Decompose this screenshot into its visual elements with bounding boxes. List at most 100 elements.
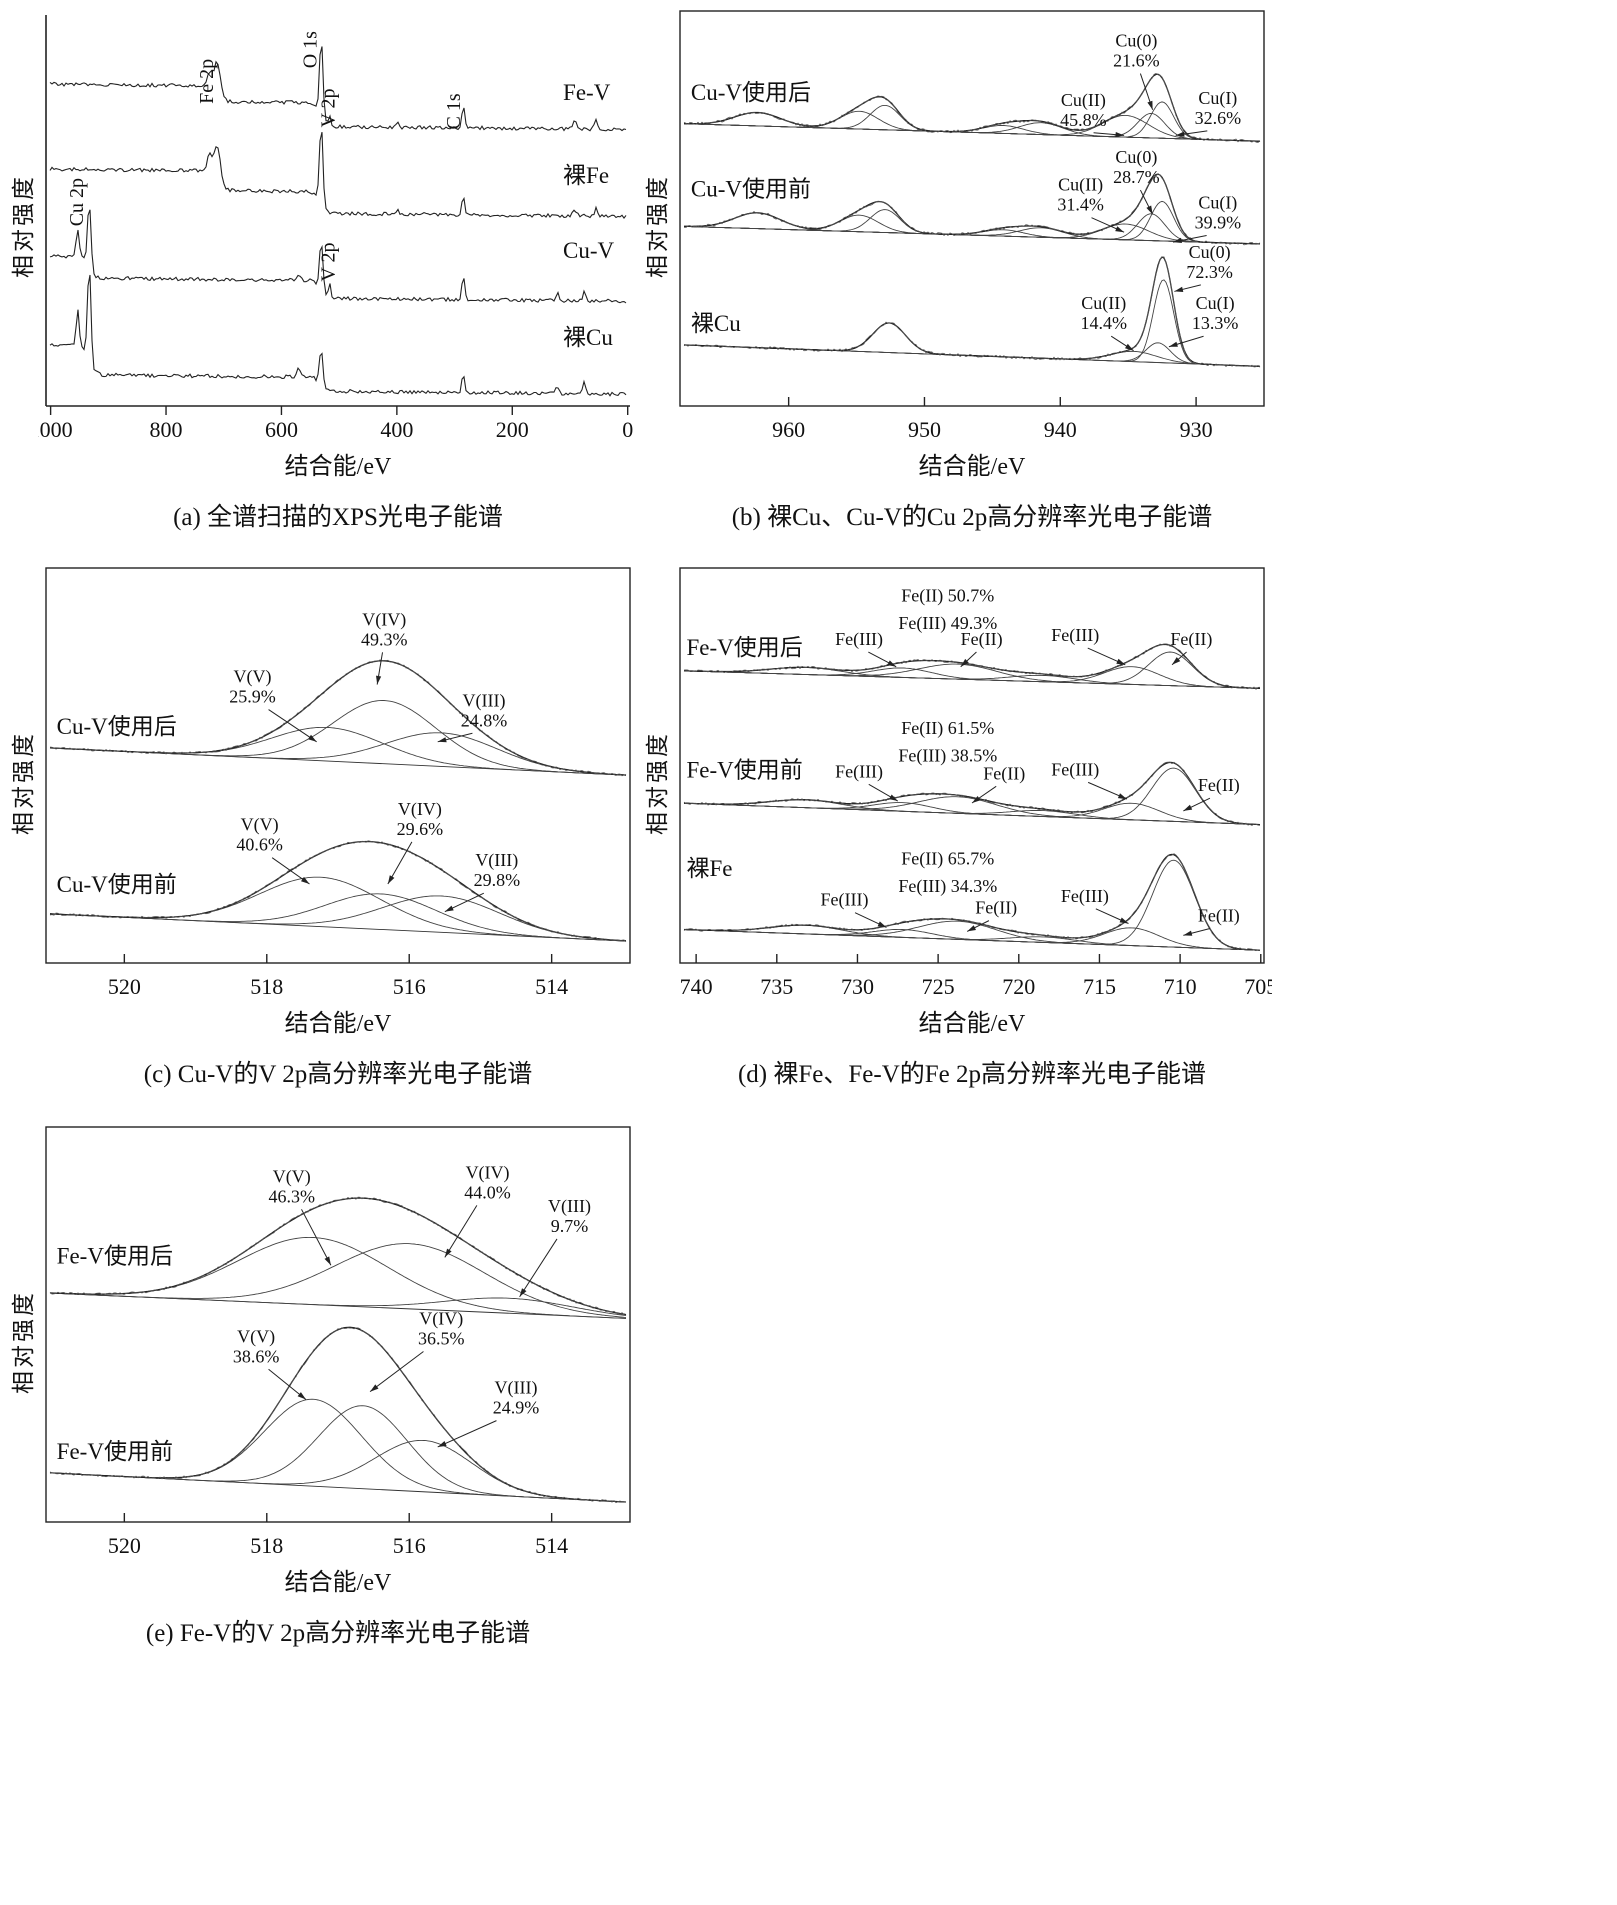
panel-e-caption: (e) Fe-V的V 2p高分辨率光电子能谱: [145, 1620, 531, 1647]
trace-label: 裸Fe: [563, 163, 609, 188]
raw-spectrum-curve: [683, 73, 1261, 143]
tick-label: 800: [150, 417, 183, 442]
leader-arrowhead: [444, 1248, 452, 1258]
tick-label: 960: [772, 417, 805, 442]
leader-arrowhead: [387, 875, 395, 884]
component-curve: [49, 1292, 627, 1317]
panel-c-plot-row: 相对强度 520 518 516 514 Cu-V使用后 Cu-V使用前 V(IV) 49.3…: [4, 563, 638, 1003]
tick-label: 520: [108, 974, 141, 999]
leader-arrowhead: [1146, 205, 1153, 215]
raw-spectrum-curve: [49, 131, 627, 220]
leader-arrowhead: [1174, 286, 1184, 292]
panel-a-caption: (a) 全谱扫描的XPS光电子能谱: [173, 504, 503, 531]
trace-label: Fe-V使用后: [57, 1243, 173, 1268]
panel-a: 相对强度 1000 800 600 400 200 0 Fe-V 裸Fe Cu-V 裸Cu Fe 2…: [4, 6, 638, 533]
panel-a-plot-row: 相对强度 1000 800 600 400 200 0 Fe-V 裸Fe Cu-V 裸Cu Fe 2…: [4, 6, 638, 446]
leader-arrowhead: [1172, 657, 1181, 665]
annotation-text: V(III) 24.9%: [493, 1378, 540, 1418]
leader-line: [444, 1205, 478, 1258]
y-axis-label: 相对强度: [11, 174, 36, 278]
leader-arrowhead: [308, 734, 317, 742]
leader-arrowhead: [437, 1441, 447, 1447]
leader-arrowhead: [444, 905, 454, 912]
leader-line: [301, 1209, 332, 1266]
component-curve: [683, 200, 1260, 245]
component-curve: [683, 279, 1261, 367]
component-curve: [684, 920, 1261, 951]
annotation-text: Fe(III): [1051, 759, 1099, 780]
component-curve: [49, 895, 627, 942]
component-curve: [684, 767, 1261, 826]
annotation-text: V(IV) 36.5%: [418, 1309, 465, 1349]
x-axis-label: 结合能/eV: [284, 1570, 392, 1596]
annotation-text: V(IV) 49.3%: [361, 609, 408, 649]
tick-label: 200: [496, 417, 529, 442]
leader-arrowhead: [1175, 131, 1185, 137]
annotation-text: Fe(II) 65.7%: [901, 848, 994, 869]
y-axis-label: 相对强度: [645, 731, 670, 835]
raw-spectrum-curve: [683, 643, 1261, 690]
tick-label: 518: [250, 1533, 283, 1558]
annotation-text: Fe(II): [1198, 775, 1240, 796]
annotation-text: Fe(II): [1198, 906, 1240, 927]
leader-arrowhead: [1117, 793, 1127, 800]
tick-label: 516: [393, 974, 426, 999]
leader-arrowhead: [889, 794, 898, 801]
annotation-text: Fe(II) 50.7%: [901, 586, 994, 607]
tick-label: 518: [250, 974, 283, 999]
raw-spectrum-curve: [49, 274, 627, 397]
panel-d-plot-row: 相对强度 740 735 730 725 720 715 710 705 Fe-V使用后 Fe-V…: [638, 563, 1272, 1003]
panel-b-caption: (b) 裸Cu、Cu-V的Cu 2p高分辨率光电子能谱: [731, 504, 1213, 531]
component-curve: [683, 651, 1260, 689]
annotation-text: Cu(0) 21.6%: [1113, 31, 1160, 71]
annotation-text: Cu(I) 32.6%: [1195, 88, 1242, 128]
raw-spectrum-curve: [683, 256, 1261, 368]
annotation-text: V(V) 40.6%: [236, 815, 283, 855]
panel-d-caption: (d) 裸Fe、Fe-V的Fe 2p高分辨率光电子能谱: [737, 1061, 1207, 1088]
annotation-text: V 2p: [318, 242, 340, 281]
leader-arrowhead: [1115, 226, 1125, 233]
x-axis-label: 结合能/eV: [284, 1011, 392, 1037]
annotation-text: Cu(II) 14.4%: [1080, 293, 1127, 333]
component-curve: [683, 663, 1261, 689]
envelope-curve: [49, 1326, 627, 1503]
panel-b-plot-row: 相对强度 960 950 940 930 Cu-V使用后 Cu-V使用前 裸Cu Cu(0) 2…: [638, 6, 1272, 446]
trace-label: Cu-V: [563, 238, 615, 263]
annotation-text: O 1s: [300, 31, 322, 68]
leader-arrowhead: [960, 658, 969, 667]
spectrum-plot-e: 520 518 516 514 Fe-V使用后 Fe-V使用前 V(V) 46.3% V(IV)…: [45, 1126, 631, 1558]
leader-arrowhead: [1183, 804, 1193, 811]
annotation-text: V(III) 29.8%: [474, 850, 521, 890]
annotation-text: Fe 2p: [196, 59, 218, 104]
tick-label: 514: [535, 1533, 568, 1558]
trace-label: 裸Cu: [563, 325, 613, 350]
annotation-text: V(IV) 44.0%: [464, 1162, 511, 1202]
raw-spectrum-curve: [49, 46, 627, 132]
trace-label: Cu-V使用后: [57, 714, 177, 739]
annotation-text: Fe(III): [1061, 886, 1109, 907]
tick-label: 520: [108, 1533, 141, 1558]
leader-arrowhead: [519, 1288, 527, 1297]
tick-label: 720: [1002, 974, 1035, 999]
leader-arrowhead: [972, 796, 981, 803]
plot-border: [45, 567, 631, 964]
x-axis-label: 结合能/eV: [918, 1011, 1026, 1037]
component-curve: [49, 732, 627, 776]
component-curve: [683, 113, 1260, 142]
raw-spectrum-curve: [683, 853, 1261, 952]
leader-arrowhead: [370, 1384, 379, 1392]
leader-arrowhead: [877, 921, 887, 928]
annotation-text: V(V) 46.3%: [268, 1166, 315, 1206]
trace-label: Cu-V使用后: [691, 80, 811, 105]
annotation-text: Fe(II): [961, 629, 1003, 650]
leader-arrowhead: [1116, 658, 1126, 665]
component-curve: [683, 666, 1261, 689]
leader-line: [268, 709, 317, 743]
leader-arrowhead: [376, 675, 382, 685]
spectrum-plot-d: 740 735 730 725 720 715 710 705 Fe-V使用后 Fe-V使用前裸F…: [679, 567, 1272, 999]
annotation-text: V(III) 24.8%: [461, 690, 508, 730]
annotation-text: Cu 2p: [66, 178, 88, 226]
leader-arrowhead: [1168, 341, 1178, 347]
tick-label: 740: [680, 974, 713, 999]
annotation-text: Cu(II) 45.8%: [1060, 90, 1107, 130]
